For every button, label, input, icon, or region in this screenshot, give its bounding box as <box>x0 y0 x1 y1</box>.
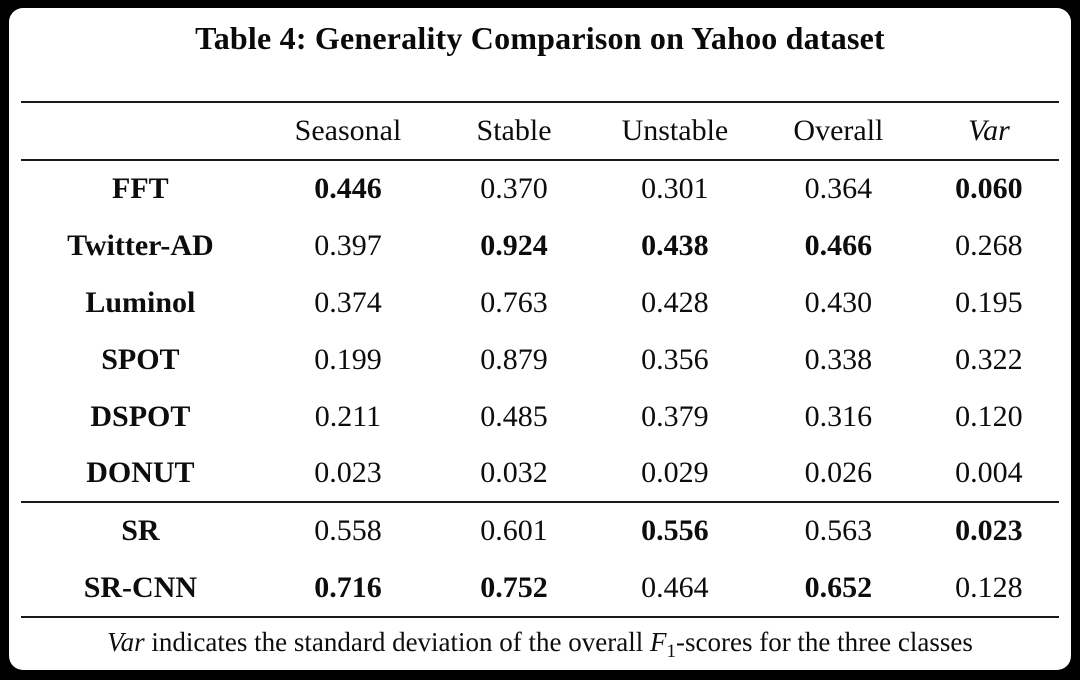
metric-cell: 0.032 <box>480 456 548 489</box>
metric-cell: 0.485 <box>480 399 548 433</box>
metric-cell: 0.379 <box>641 399 709 433</box>
metric-cell: 0.652 <box>804 570 873 604</box>
metric-cell: 0.601 <box>436 501 592 559</box>
header-overall: Overall <box>757 101 919 161</box>
metric-cell: 0.464 <box>641 570 709 604</box>
metric-cell: 0.924 <box>480 228 548 262</box>
footnote-f-symbol: F <box>649 627 667 657</box>
row-label: FFT <box>112 172 169 205</box>
metric-cell: 0.763 <box>480 285 548 319</box>
row-label: SR <box>21 501 260 559</box>
footnote-text-after: -scores for the three classes <box>675 627 973 657</box>
metric-cell: 0.364 <box>804 172 873 205</box>
footnote-text-before: indicates the standard deviation of the … <box>144 627 650 657</box>
row-label: DSPOT <box>90 399 191 433</box>
metric-cell: 0.370 <box>480 172 548 205</box>
footnote: Var indicates the standard deviation of … <box>21 616 1059 663</box>
table-row: DONUT 0.023 0.032 0.029 0.026 0.004 <box>21 445 1059 502</box>
row-label: SPOT <box>101 342 180 376</box>
metric-cell: 0.060 <box>955 172 1023 205</box>
table-row: Twitter-AD 0.397 0.924 0.438 0.466 0.268 <box>21 217 1059 274</box>
metric-cell: 0.374 <box>314 285 382 319</box>
metric-cell: 0.004 <box>955 456 1023 489</box>
metric-cell: 0.120 <box>955 399 1023 433</box>
row-label: Luminol <box>85 285 196 319</box>
table-row: SPOT 0.199 0.879 0.356 0.338 0.322 <box>21 331 1059 388</box>
header-stable: Stable <box>436 101 592 161</box>
metric-cell: 0.023 <box>314 456 382 489</box>
metric-cell: 0.301 <box>641 172 709 205</box>
row-label: Twitter-AD <box>67 228 214 262</box>
results-table: Seasonal Stable Unstable Overall Var FFT… <box>21 101 1059 616</box>
metric-cell: 0.356 <box>641 342 709 376</box>
metric-cell: 0.556 <box>591 501 758 559</box>
metric-cell: 0.338 <box>804 342 873 376</box>
metric-cell: 0.026 <box>804 456 873 489</box>
table-header: Seasonal Stable Unstable Overall Var <box>21 101 1059 161</box>
table-row: DSPOT 0.211 0.485 0.379 0.316 0.120 <box>21 388 1059 445</box>
table-row: SR 0.558 0.601 0.556 0.563 0.023 <box>21 501 1059 559</box>
metric-cell: 0.428 <box>641 285 709 319</box>
row-label: DONUT <box>86 456 195 489</box>
metric-cell: 0.029 <box>641 456 709 489</box>
metric-cell: 0.128 <box>955 570 1023 604</box>
footnote-f-subscript: 1 <box>666 641 676 662</box>
table-caption: Table 4: Generality Comparison on Yahoo … <box>195 20 885 56</box>
metric-cell: 0.397 <box>314 228 382 262</box>
header-unstable: Unstable <box>591 101 758 161</box>
header-row: Seasonal Stable Unstable Overall Var <box>21 101 1059 161</box>
table-card: Table 4: Generality Comparison on Yahoo … <box>9 8 1071 670</box>
header-var: Var <box>918 101 1059 161</box>
footnote-var-term: Var <box>107 627 145 657</box>
metric-cell: 0.558 <box>259 501 437 559</box>
metric-cell: 0.211 <box>314 399 382 433</box>
metric-cell: 0.316 <box>804 399 873 433</box>
metric-cell: 0.199 <box>314 342 382 376</box>
metric-cell: 0.438 <box>641 228 709 262</box>
metric-cell: 0.563 <box>757 501 919 559</box>
metric-cell: 0.466 <box>804 228 873 262</box>
metric-cell: 0.023 <box>918 501 1059 559</box>
table-row: FFT 0.446 0.370 0.301 0.364 0.060 <box>21 160 1059 217</box>
metric-cell: 0.879 <box>480 342 548 376</box>
table-row: SR-CNN 0.716 0.752 0.464 0.652 0.128 <box>21 559 1059 616</box>
metric-cell: 0.430 <box>804 285 873 319</box>
metric-cell: 0.446 <box>314 172 382 205</box>
metric-cell: 0.268 <box>955 228 1023 262</box>
metric-cell: 0.322 <box>955 342 1023 376</box>
metric-cell: 0.752 <box>480 570 548 604</box>
metric-cell: 0.195 <box>955 285 1023 319</box>
header-seasonal: Seasonal <box>259 101 437 161</box>
row-label: SR-CNN <box>83 570 198 604</box>
table-body: FFT 0.446 0.370 0.301 0.364 0.060 Twitter-AD 0.… <box>21 160 1059 616</box>
header-model-column <box>21 101 260 161</box>
table-row: Luminol 0.374 0.763 0.428 0.430 0.195 <box>21 274 1059 331</box>
metric-cell: 0.716 <box>314 570 382 604</box>
